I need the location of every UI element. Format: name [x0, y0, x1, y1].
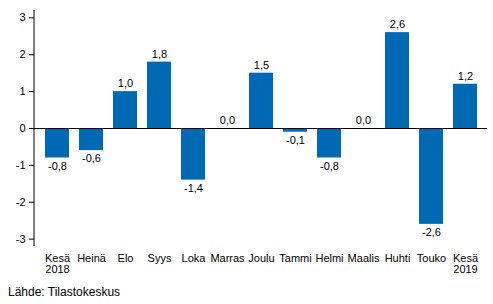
svg-text:Huhti: Huhti [385, 252, 411, 264]
svg-text:-1,4: -1,4 [184, 182, 203, 194]
svg-text:1,8: 1,8 [152, 48, 167, 60]
svg-text:0: 0 [19, 122, 25, 134]
svg-text:-0,1: -0,1 [286, 134, 305, 146]
svg-text:-2,6: -2,6 [422, 226, 441, 238]
svg-text:Kesä2019: Kesä2019 [453, 252, 479, 275]
svg-text:Joulu: Joulu [248, 252, 274, 264]
svg-text:-1: -1 [16, 159, 26, 171]
svg-text:0,0: 0,0 [356, 114, 371, 126]
svg-text:Syys: Syys [148, 252, 172, 264]
svg-text:Helmi: Helmi [315, 252, 343, 264]
svg-text:0,0: 0,0 [220, 114, 235, 126]
svg-text:Loka: Loka [182, 252, 207, 264]
svg-text:Maalis: Maalis [348, 252, 380, 264]
svg-text:-0,8: -0,8 [320, 160, 339, 172]
svg-text:-0,6: -0,6 [82, 152, 101, 164]
svg-text:1,0: 1,0 [118, 77, 133, 89]
html-text:Lähde: Tilastokeskus: Lähde: Tilastokeskus [8, 285, 121, 299]
svg-text:2,6: 2,6 [390, 18, 405, 30]
svg-text:Touko: Touko [417, 252, 446, 264]
svg-text:1,2: 1,2 [458, 70, 473, 82]
svg-text:Kesä2018: Kesä2018 [45, 252, 71, 275]
svg-text:1,5: 1,5 [254, 59, 269, 71]
svg-text:-0,8: -0,8 [48, 160, 67, 172]
svg-text:Heinä: Heinä [77, 252, 107, 264]
svg-text:Elo: Elo [118, 252, 134, 264]
svg-text:1: 1 [19, 85, 25, 97]
svg-text:Marras: Marras [210, 252, 245, 264]
svg-text:Tammi: Tammi [279, 252, 311, 264]
svg-text:3: 3 [19, 11, 25, 23]
svg-text:-3: -3 [16, 233, 26, 245]
svg-text:-2: -2 [16, 196, 26, 208]
svg-text:2: 2 [19, 48, 25, 60]
